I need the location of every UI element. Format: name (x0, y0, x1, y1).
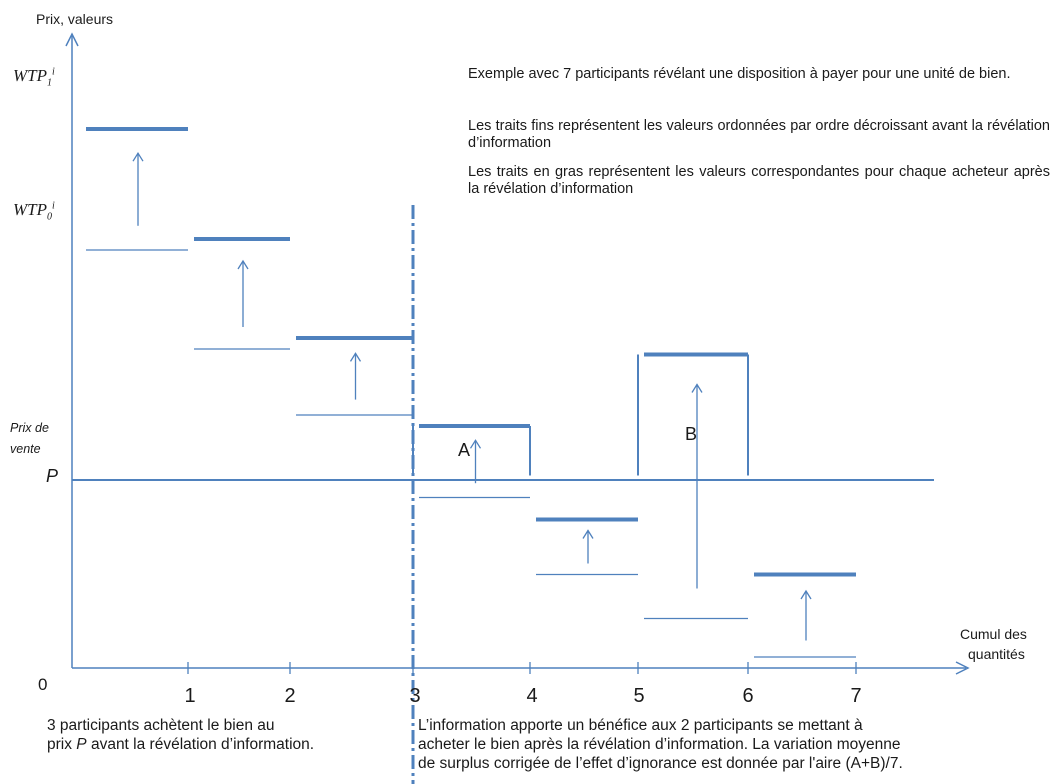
x-tick-label-6: 6 (742, 685, 754, 707)
wtp0-base: WTP (13, 200, 47, 219)
arrowhead-5 (582, 529, 594, 539)
axes (65, 32, 970, 675)
note-example: Exemple avec 7 participants révélant une… (468, 66, 1011, 82)
wtp0-label: WTP0i (13, 200, 55, 222)
bottom-right-line1: L’information apporte un bénéfice aux 2 … (418, 717, 863, 734)
wtp1-sub: 1 (47, 77, 52, 89)
arrowhead-2 (237, 259, 249, 270)
bottom-left-line1: 3 participants achètent le bien au (47, 717, 275, 734)
area-a-label: A (458, 440, 471, 460)
x-tick-label-5: 5 (633, 685, 645, 707)
x-tick-label-7: 7 (850, 685, 862, 707)
origin-label: 0 (38, 675, 48, 694)
wtp1-base: WTP (13, 66, 47, 85)
wtp1-label: WTP1i (13, 66, 55, 88)
wtp1-sup: i (52, 66, 55, 78)
area-b-label: B (685, 424, 698, 444)
x-axis-label-line1: Cumul des (960, 626, 1027, 642)
y-axis-arrowhead (65, 32, 79, 47)
participant-segments (86, 127, 856, 658)
bottom-left-line2: prix P avant la révélation d’information… (47, 735, 407, 754)
x-tick-label-3: 3 (409, 685, 421, 707)
x-tick-label-4: 4 (526, 685, 538, 707)
x-axis-label-line2: quantités (968, 646, 1025, 662)
x-tick-label-1: 1 (184, 685, 196, 707)
bottom-right-caption: L’information apporte un bénéfice aux 2 … (418, 716, 1058, 773)
arrowhead-6 (691, 383, 703, 393)
x-axis-arrowhead (955, 661, 970, 675)
bottom-left-line2-pre: prix (47, 736, 77, 753)
bottom-right-line3: de surplus corrigée de l’effet d’ignoran… (418, 755, 903, 772)
y-axis-label: Prix, valeurs (36, 11, 114, 27)
bottom-left-caption: 3 participants achètent le bien au prix … (47, 716, 407, 754)
p-label: P (46, 466, 59, 486)
x-tick-label-2: 2 (284, 685, 296, 707)
vente-label: vente (10, 442, 41, 456)
bottom-left-line2-p: P (76, 736, 87, 753)
arrowhead-4 (469, 439, 482, 449)
arrowhead-1 (132, 151, 144, 162)
arrowhead-7 (800, 589, 812, 600)
note-thin-lines: Les traits fins représentent les valeurs… (468, 118, 1050, 151)
wtp0-sub: 0 (47, 211, 52, 223)
prix-de-label: Prix de (10, 421, 49, 435)
bottom-left-line2-post: avant la révélation d’information. (86, 736, 315, 753)
note-bold-lines: Les traits en gras représentent les vale… (468, 164, 1050, 197)
arrowhead-3 (349, 352, 362, 362)
wtp0-sup: i (52, 200, 55, 212)
bottom-right-line2: acheter le bien après la révélation d’in… (418, 736, 901, 753)
